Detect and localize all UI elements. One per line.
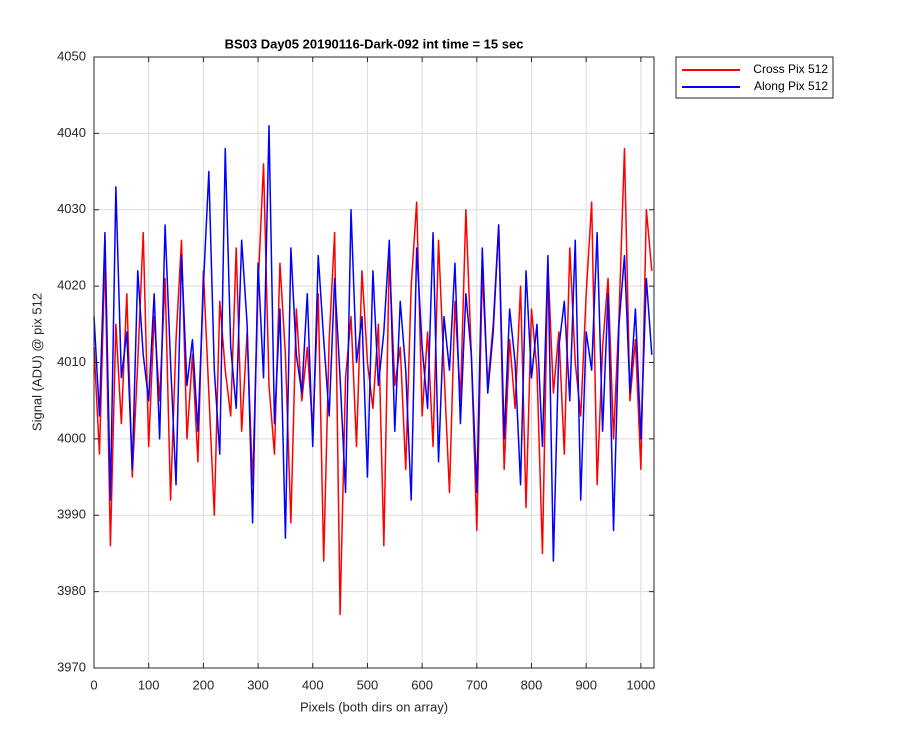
y-tick-label: 4010 — [57, 354, 86, 369]
y-tick-label: 4050 — [57, 48, 86, 63]
ticks: 0 100 200 300 400 500 600 700 800 900 1000 3970 3980… — [57, 48, 655, 692]
legend-label: Along Pix 512 — [754, 79, 828, 93]
x-tick-label: 800 — [521, 677, 543, 692]
y-tick-label: 3990 — [57, 507, 86, 522]
x-tick-label: 300 — [247, 677, 269, 692]
chart-title: BS03 Day05 20190116-Dark-092 int time = … — [225, 36, 524, 51]
y-tick-label: 4000 — [57, 430, 86, 445]
y-axis-label: Signal (ADU) @ pix 512 — [29, 293, 44, 431]
x-tick-label: 400 — [302, 677, 324, 692]
x-tick-label: 900 — [575, 677, 597, 692]
y-tick-label: 4030 — [57, 201, 86, 216]
x-tick-label: 0 — [90, 677, 97, 692]
y-tick-label: 3970 — [57, 659, 86, 674]
x-tick-label: 200 — [193, 677, 215, 692]
y-tick-label: 4040 — [57, 125, 86, 140]
legend-label: Cross Pix 512 — [753, 62, 828, 76]
series-line — [93, 147, 653, 616]
y-tick-label: 4020 — [57, 278, 86, 293]
legend: Cross Pix 512 Along Pix 512 — [675, 56, 834, 99]
lines — [93, 124, 653, 616]
y-tick-label: 3980 — [57, 583, 86, 598]
legend-box — [675, 56, 834, 99]
x-tick-label: 700 — [466, 677, 488, 692]
x-axis-label: Pixels (both dirs on array) — [300, 699, 448, 714]
x-tick-label: 600 — [411, 677, 433, 692]
x-tick-label: 1000 — [626, 677, 655, 692]
series-line — [93, 124, 653, 562]
x-tick-label: 500 — [357, 677, 379, 692]
x-tick-label: 100 — [138, 677, 160, 692]
